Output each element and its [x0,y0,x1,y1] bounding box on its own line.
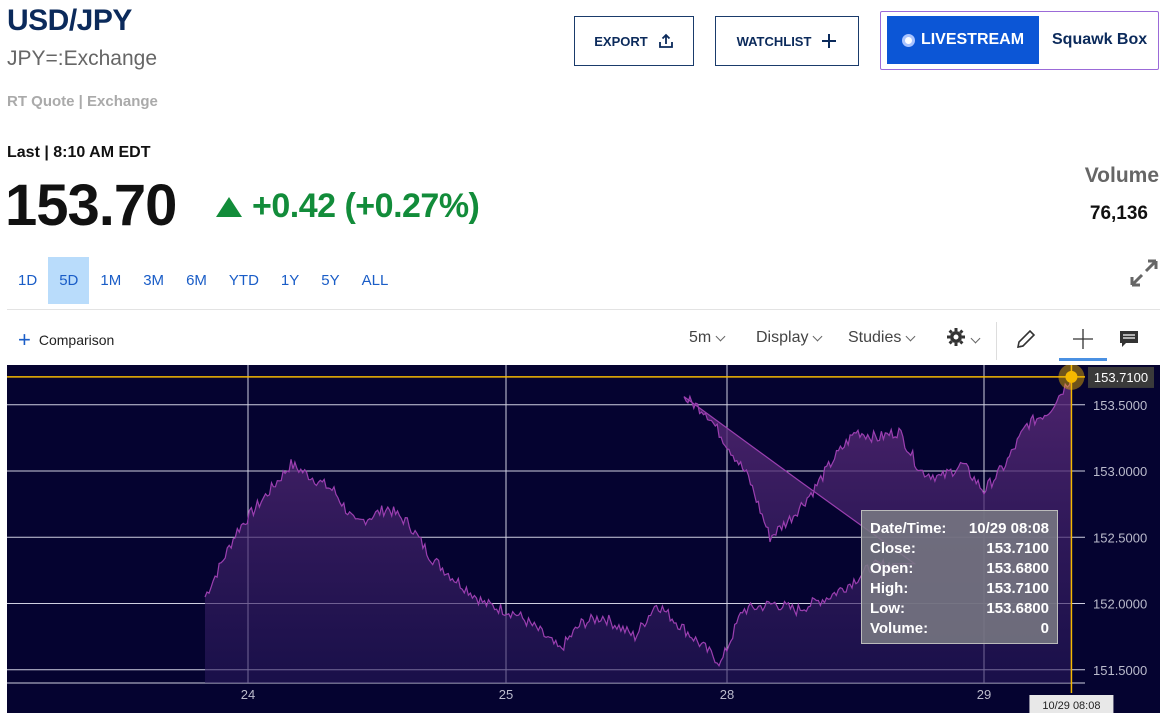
quote-type: RT Quote | Exchange [7,93,158,110]
chart-toolbar: + Comparison 5m Display Studies [0,320,1163,364]
display-label: Display [756,329,809,346]
range-selector: 1D 5D 1M 3M 6M YTD 1Y 5Y ALL [7,257,399,304]
expand-icon[interactable] [1128,257,1160,289]
livestream-label: LIVESTREAM [920,31,1025,48]
comparison-button[interactable]: + Comparison [18,327,115,352]
export-label: EXPORT [594,33,648,49]
watchlist-label: WATCHLIST [736,33,812,49]
x-tick-label: 28 [720,687,734,702]
tooltip-value: 153.6800 [986,560,1049,577]
gear-icon [946,327,966,352]
crosshair-icon[interactable] [1068,324,1098,354]
data-tooltip: Date/Time: 10/29 08:08 Close: 153.7100 Open:… [861,510,1058,644]
chevron-down-icon [715,331,726,342]
watchlist-button[interactable]: WATCHLIST [715,16,859,66]
symbol-title: USD/JPY [7,4,132,37]
tooltip-row: Close: 153.7100 [870,539,1049,559]
export-button[interactable]: EXPORT [574,16,694,66]
chart-svg[interactable]: 153.5000 153.0000 152.5000 152.0000 151.5000… [7,365,1160,713]
tooltip-label: High: [870,580,909,597]
tooltip-value: 153.6800 [986,600,1049,617]
tooltip-label: Volume: [870,620,929,637]
range-5d[interactable]: 5D [48,257,90,304]
range-ytd[interactable]: YTD [228,272,259,289]
tooltip-value: 153.7100 [986,580,1049,597]
plus-icon [821,33,837,49]
pencil-icon[interactable] [1011,324,1041,354]
share-icon [658,33,674,49]
tooltip-value: 10/29 08:08 [968,520,1049,537]
crosshair-active-indicator [1059,358,1107,361]
volume-value: 76,136 [1089,203,1148,224]
show-name[interactable]: Squawk Box [1052,31,1148,48]
x-tick-label: 29 [977,687,991,702]
interval-dropdown[interactable]: 5m [689,329,726,347]
tooltip-label: Close: [870,540,916,557]
interval-label: 5m [689,329,712,346]
price-area [205,376,1072,683]
y-tick-label: 152.0000 [1093,597,1147,612]
range-1m[interactable]: 1M [100,272,122,289]
live-dot-icon [901,33,915,47]
livestream-widget: LIVESTREAM Squawk Box [880,11,1159,70]
range-6m[interactable]: 6M [186,272,207,289]
up-arrow-icon [216,196,242,217]
toolbar-separator [996,322,997,360]
range-1y[interactable]: 1Y [280,272,300,289]
crosshair-point[interactable] [1065,370,1078,383]
tooltip-row: Volume: 0 [870,619,1049,639]
chevron-down-icon [813,331,823,342]
range-1d[interactable]: 1D [18,272,38,289]
settings-dropdown[interactable] [946,327,981,352]
y-tick-label: 153.5000 [1093,398,1147,413]
last-price: 153.70 [5,173,177,238]
current-price-label: 153.7100 [1094,370,1148,385]
livestream-button[interactable]: LIVESTREAM [887,16,1039,64]
studies-label: Studies [848,329,902,346]
volume-label: Volume [1084,164,1159,187]
crosshair-time-tag [1029,695,1114,713]
exchange-name: JPY=:Exchange [7,47,158,70]
crosshair-time-label: 10/29 08:08 [1042,700,1100,712]
range-3m[interactable]: 3M [143,272,165,289]
price-line [204,376,1072,667]
comment-icon[interactable] [1114,324,1144,354]
tooltip-label: Open: [870,560,914,577]
chevron-down-icon [905,331,916,342]
studies-dropdown[interactable]: Studies [848,329,916,347]
tooltip-label: Low: [870,600,905,617]
range-5y[interactable]: 5Y [321,272,340,289]
chevron-down-icon [970,333,981,343]
price-change: +0.42 (+0.27%) [216,187,480,226]
y-tick-label: 152.5000 [1093,530,1147,545]
range-all[interactable]: ALL [361,272,389,289]
tooltip-value: 153.7100 [986,540,1049,557]
tooltip-row: Low: 153.6800 [870,599,1049,619]
tooltip-value: 0 [1040,620,1049,637]
x-tick-label: 24 [241,687,255,702]
tooltip-label: Date/Time: [870,520,947,537]
tooltip-row: Open: 153.6800 [870,559,1049,579]
change-value: +0.42 (+0.27%) [252,187,480,225]
current-price-tag [1088,366,1154,388]
tooltip-row: Date/Time: 10/29 08:08 [870,519,1049,539]
plus-icon: + [18,327,31,352]
last-trade-time: Last | 8:10 AM EDT [7,144,151,161]
divider [7,309,1160,310]
y-tick-label: 153.0000 [1093,464,1147,479]
display-dropdown[interactable]: Display [756,329,823,347]
x-tick-label: 25 [499,687,513,702]
tooltip-row: High: 153.7100 [870,579,1049,599]
comparison-label: Comparison [38,332,115,348]
y-tick-label: 151.5000 [1093,663,1147,678]
